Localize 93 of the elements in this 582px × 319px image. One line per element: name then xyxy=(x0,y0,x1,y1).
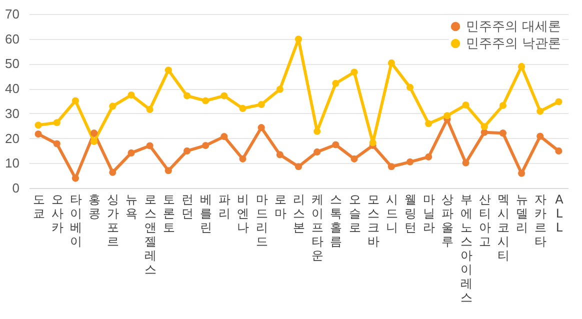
point xyxy=(332,80,340,87)
point xyxy=(480,123,488,130)
point xyxy=(388,163,395,170)
x-tick-label: 토론토 xyxy=(162,192,175,234)
x-tick-label: 오사카 xyxy=(51,192,64,234)
x-tick-label: 리스본 xyxy=(293,192,305,234)
x-tick-label: 자카르타 xyxy=(534,192,547,248)
x-tick-label: 뉴 델리 xyxy=(516,192,528,234)
point xyxy=(406,158,414,166)
x-tick-label: ALL xyxy=(555,192,564,234)
legend-label: 민주주의 낙관론 xyxy=(466,36,562,52)
point xyxy=(53,140,60,148)
point xyxy=(314,148,321,156)
point xyxy=(146,142,154,150)
point xyxy=(314,128,321,135)
x-tick-label: 웰링턴 xyxy=(404,192,417,234)
x-tick-label: 모스크바 xyxy=(367,192,380,248)
point xyxy=(239,155,246,162)
x-tick-label: 베를린 xyxy=(200,192,212,234)
point xyxy=(350,68,358,76)
point xyxy=(518,62,526,70)
x-tick-label: 산티아고 xyxy=(478,192,491,248)
x-tick-label: 로마 xyxy=(274,192,286,220)
point xyxy=(220,92,228,100)
point xyxy=(425,120,432,128)
point xyxy=(536,108,544,115)
point xyxy=(499,130,506,137)
point xyxy=(109,102,116,110)
y-tick-label: 60 xyxy=(5,31,20,46)
point xyxy=(183,92,191,100)
point xyxy=(369,139,376,146)
point xyxy=(90,130,98,137)
point xyxy=(276,151,284,158)
point xyxy=(462,159,470,166)
x-tick-label: 싱가포르 xyxy=(107,192,120,248)
point xyxy=(239,104,246,112)
y-tick-label: 30 xyxy=(5,106,20,121)
point xyxy=(183,147,191,154)
x-tick-label: 시드니 xyxy=(386,192,398,234)
point xyxy=(425,153,432,160)
point xyxy=(555,98,562,106)
point xyxy=(202,97,210,104)
x-tick-label: 부에노스 아이레스 xyxy=(460,192,472,304)
x-tick-label: 케이프 타운 xyxy=(312,192,324,262)
y-tick-label: 40 xyxy=(5,81,20,96)
y-tick-label: 50 xyxy=(5,56,20,72)
x-tick-label: 뉴욕 xyxy=(126,192,138,220)
x-tick-label: 도쿄 xyxy=(32,192,45,220)
x-tick-label: 멕시코 시티 xyxy=(497,192,510,262)
y-tick-label: 0 xyxy=(12,180,20,196)
x-tick-label: 비엔나 xyxy=(237,192,250,234)
point xyxy=(164,167,172,174)
x-tick-label: 런던 xyxy=(181,192,194,220)
point xyxy=(258,100,265,108)
y-tick-label: 10 xyxy=(5,156,20,171)
point xyxy=(350,155,358,162)
point xyxy=(536,132,544,140)
x-tick-label: 타이베이 xyxy=(70,192,82,248)
point xyxy=(109,168,116,176)
x-tick-label: 오슬로 xyxy=(348,192,361,234)
point xyxy=(220,133,228,140)
point xyxy=(34,122,42,129)
point xyxy=(72,174,79,182)
x-tick-label: 홍콩 xyxy=(88,192,101,220)
x-tick-label: 마닐라 xyxy=(423,192,436,234)
point xyxy=(444,112,451,120)
point xyxy=(72,97,79,104)
x-tick-label: 파리 xyxy=(218,192,231,220)
point xyxy=(462,101,470,109)
point xyxy=(146,106,154,113)
point xyxy=(294,163,302,170)
point xyxy=(258,124,265,132)
point xyxy=(202,142,210,150)
y-tick-label: 20 xyxy=(5,130,20,146)
point xyxy=(53,119,60,126)
point xyxy=(294,36,302,43)
x-tick-label: 스톡홀름 xyxy=(330,192,342,248)
x-tick-label: 마드리드 xyxy=(256,192,268,248)
point xyxy=(388,59,395,66)
point xyxy=(406,84,414,91)
point xyxy=(128,149,135,156)
point xyxy=(276,86,284,93)
point xyxy=(518,170,526,177)
x-tick-label: 로스 앤젤레스 xyxy=(144,192,156,276)
point xyxy=(499,102,506,110)
point xyxy=(164,66,172,74)
point xyxy=(555,147,562,154)
point xyxy=(34,130,42,138)
point xyxy=(332,141,340,148)
point xyxy=(128,92,135,99)
y-tick-label: 70 xyxy=(5,6,20,22)
legend-label: 민주주의 대세론 xyxy=(466,20,562,34)
x-tick-label: 상파울루 xyxy=(442,192,454,248)
